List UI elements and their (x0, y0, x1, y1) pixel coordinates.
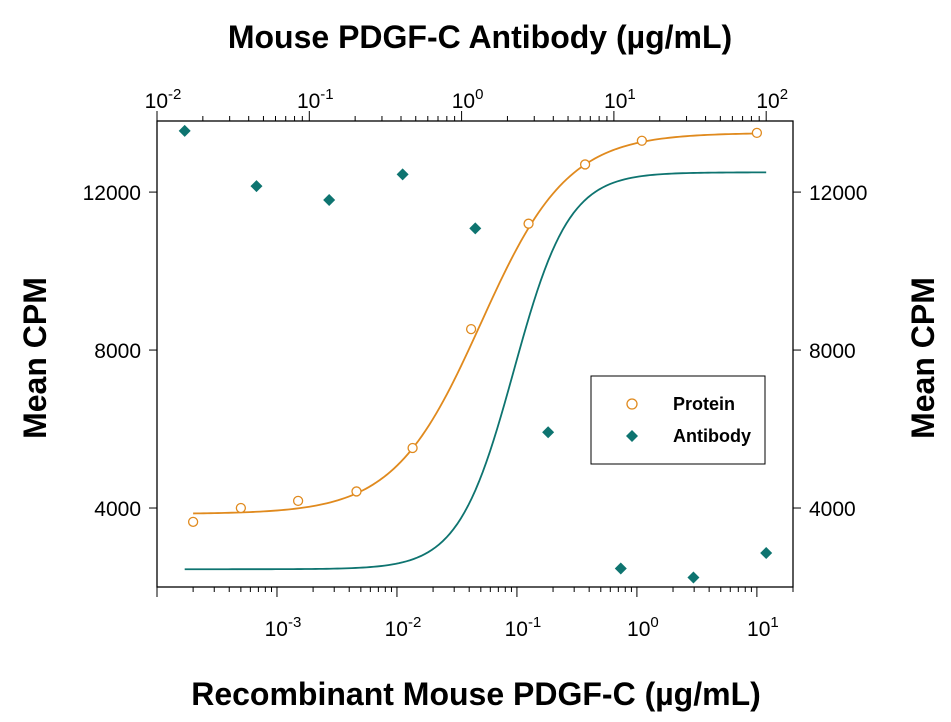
data-points (178, 124, 773, 584)
bottom-axis-title: Recombinant Mouse PDGF-C (µg/mL) (191, 676, 761, 712)
top-tick-label: 101 (604, 86, 636, 113)
top-tick-label: 100 (452, 86, 484, 113)
fit-curve-antibody (184, 171, 767, 571)
bottom-tick-label: 101 (747, 614, 779, 641)
right-tick-label: 12000 (809, 182, 867, 205)
point-antibody (614, 562, 627, 575)
left-tick-label: 12000 (83, 182, 141, 205)
plot-frame (156, 120, 794, 588)
point-antibody (396, 168, 409, 181)
bottom-tick-label: 10-3 (265, 614, 302, 641)
fit-curves (184, 132, 767, 571)
point-antibody (250, 180, 263, 193)
point-protein (235, 502, 247, 514)
bottom-tick-label: 100 (627, 614, 659, 641)
legend-antibody-label: Antibody (673, 426, 751, 446)
axis-ticks: 10-3 10-2 10-1 100 101 10-2 10-1 100 101 102 4000 8… (83, 86, 868, 641)
legend-box (590, 375, 766, 465)
right-tick-label: 8000 (809, 340, 856, 363)
point-protein (465, 323, 477, 335)
left-tick-label: 4000 (94, 498, 141, 521)
top-tick-label: 10-1 (297, 86, 334, 113)
legend: Protein Antibody (590, 375, 766, 465)
right-axis-title: Mean CPM (905, 277, 941, 439)
top-axis-title: Mouse PDGF-C Antibody (µg/mL) (228, 19, 732, 55)
legend-protein-label: Protein (673, 394, 735, 414)
legend-antibody-marker (626, 430, 638, 442)
right-tick-label: 4000 (809, 498, 856, 521)
point-protein (407, 442, 418, 454)
point-protein (187, 516, 199, 527)
bottom-tick-label: 10-1 (505, 614, 542, 641)
top-tick-label: 10-2 (145, 86, 182, 113)
point-antibody (542, 426, 555, 439)
top-tick-label: 102 (756, 86, 788, 113)
left-axis-title: Mean CPM (17, 277, 53, 439)
point-antibody (178, 124, 191, 137)
fit-curve-protein (193, 132, 757, 515)
point-antibody (760, 547, 773, 560)
point-protein (523, 218, 534, 229)
point-protein (351, 486, 362, 497)
point-protein (636, 135, 648, 146)
point-antibody (469, 222, 482, 235)
point-protein (292, 495, 304, 507)
left-tick-label: 8000 (94, 340, 141, 363)
point-antibody (687, 571, 700, 584)
point-antibody (323, 193, 336, 206)
legend-protein-marker (626, 398, 638, 410)
point-protein (579, 159, 591, 170)
point-protein (751, 127, 763, 138)
bottom-tick-label: 10-2 (385, 614, 422, 641)
